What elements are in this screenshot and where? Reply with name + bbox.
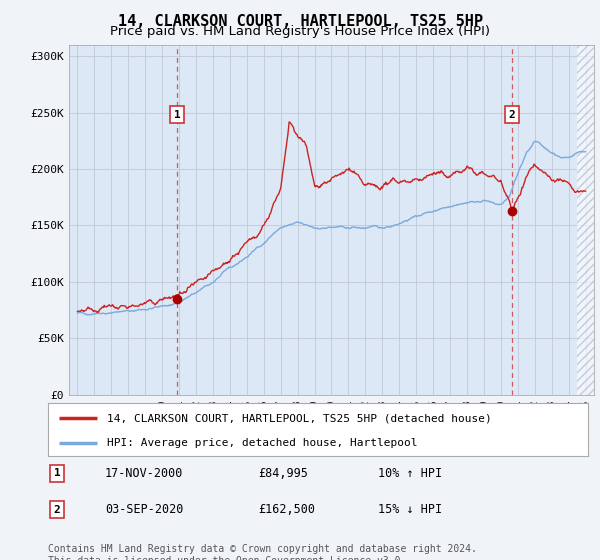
Text: 14, CLARKSON COURT, HARTLEPOOL, TS25 5HP: 14, CLARKSON COURT, HARTLEPOOL, TS25 5HP	[118, 14, 482, 29]
Text: 14, CLARKSON COURT, HARTLEPOOL, TS25 5HP (detached house): 14, CLARKSON COURT, HARTLEPOOL, TS25 5HP…	[107, 413, 492, 423]
Text: 1: 1	[173, 110, 181, 120]
Text: 17-NOV-2000: 17-NOV-2000	[105, 466, 184, 480]
Text: 2: 2	[53, 505, 61, 515]
Text: 03-SEP-2020: 03-SEP-2020	[105, 503, 184, 516]
Text: Contains HM Land Registry data © Crown copyright and database right 2024.
This d: Contains HM Land Registry data © Crown c…	[48, 544, 477, 560]
Text: £84,995: £84,995	[258, 466, 308, 480]
Bar	[577, 45, 600, 395]
Text: 10% ↑ HPI: 10% ↑ HPI	[378, 466, 442, 480]
Text: £162,500: £162,500	[258, 503, 315, 516]
Text: HPI: Average price, detached house, Hartlepool: HPI: Average price, detached house, Hart…	[107, 438, 418, 448]
Text: 1: 1	[53, 468, 61, 478]
Text: 15% ↓ HPI: 15% ↓ HPI	[378, 503, 442, 516]
Text: 2: 2	[509, 110, 515, 120]
Text: Price paid vs. HM Land Registry's House Price Index (HPI): Price paid vs. HM Land Registry's House …	[110, 25, 490, 38]
